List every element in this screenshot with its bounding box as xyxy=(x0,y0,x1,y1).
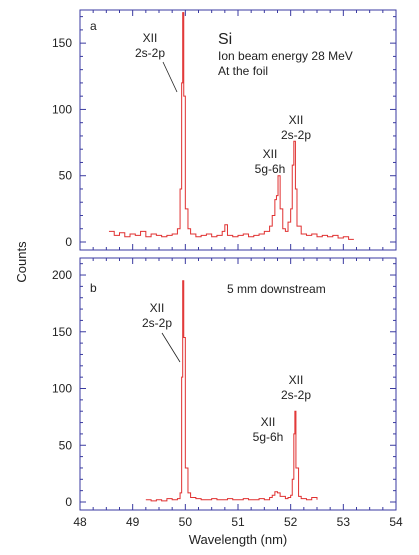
panel-b-ticks: 48 49 50 51 52 53 54 0 50 100 150 200 xyxy=(52,258,403,529)
panel-a-condition-2: At the foil xyxy=(218,64,268,78)
panel-a-trace-group xyxy=(108,12,354,240)
x-tick-label: 48 xyxy=(73,515,87,529)
element-label: Si xyxy=(218,31,232,48)
panel-a-y-tick-label: 0 xyxy=(65,235,72,249)
panel-a-annotation-3-line-2: 2s-2p xyxy=(281,128,311,142)
panel-a-annotation-1-line-1: XII xyxy=(143,31,158,45)
panel-b-annotation-1-leader xyxy=(161,332,181,363)
panel-b-y-tick-label: 100 xyxy=(52,382,72,396)
panel-b-y-tick-label: 0 xyxy=(65,495,72,509)
panel-a-spectrum-trace xyxy=(108,12,354,240)
panel-a-annotation-1-leader xyxy=(162,61,178,93)
panel-b-trace-group xyxy=(145,280,318,502)
x-axis-label: Wavelength (nm) xyxy=(189,532,288,547)
panel-b-annotation-2-line-2: 2s-2p xyxy=(281,388,311,402)
x-tick-label: 50 xyxy=(179,515,193,529)
panel-b-annotation-1-line-2: 2s-2p xyxy=(142,316,172,330)
x-tick-label: 54 xyxy=(389,515,403,529)
panel-a: 0 50 100 150 a Si Ion beam energy 28 MeV At… xyxy=(52,9,397,251)
panel-b-y-tick-label: 50 xyxy=(59,438,73,452)
panel-a-y-tick-label: 100 xyxy=(52,102,72,116)
panel-a-annotation-2-line-1: XII xyxy=(263,147,278,161)
panel-b-annotation-2-line-1: XII xyxy=(289,373,304,387)
x-tick-label: 51 xyxy=(231,515,245,529)
panel-a-ticks: 0 50 100 150 xyxy=(52,10,397,250)
panel-b-label: b xyxy=(90,281,97,295)
panel-b-y-tick-label: 200 xyxy=(52,268,72,282)
x-tick-label: 53 xyxy=(337,515,351,529)
panel-a-y-tick-label: 150 xyxy=(52,36,72,50)
panel-a-label: a xyxy=(90,19,97,33)
panel-a-frame xyxy=(79,9,397,251)
panel-a-annotation-2-line-2: 5g-6h xyxy=(255,162,286,176)
panel-a-annotation-3-line-1: XII xyxy=(289,113,304,127)
x-tick-label: 49 xyxy=(126,515,140,529)
panel-a-annotation-1-line-2: 2s-2p xyxy=(135,46,165,60)
x-tick-label: 52 xyxy=(284,515,298,529)
panel-b-y-tick-label: 150 xyxy=(52,325,72,339)
panel-a-condition-1: Ion beam energy 28 MeV xyxy=(218,49,353,63)
panel-b-spectrum-trace xyxy=(145,280,318,502)
panel-a-y-tick-label: 50 xyxy=(59,169,73,183)
panel-b-annotation-1-line-1: XII xyxy=(150,301,165,315)
y-axis-label: Counts xyxy=(14,241,29,283)
panel-b: 48 49 50 51 52 53 54 0 50 100 150 200 b 5 mm downst… xyxy=(52,257,403,529)
panel-b-annotation-3-line-1: XII xyxy=(261,415,276,429)
panel-b-annotation-3-line-2: 5g-6h xyxy=(253,430,284,444)
panel-b-condition: 5 mm downstream xyxy=(227,282,326,296)
